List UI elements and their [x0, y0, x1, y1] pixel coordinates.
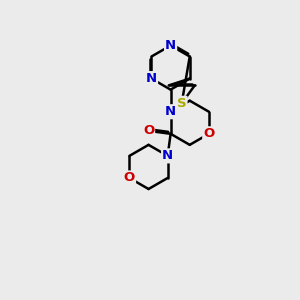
Text: O: O: [143, 124, 154, 137]
Text: N: N: [165, 105, 176, 118]
Text: N: N: [165, 39, 176, 52]
Text: S: S: [177, 97, 187, 110]
Text: N: N: [162, 149, 173, 162]
Text: O: O: [124, 172, 135, 184]
Text: N: N: [146, 72, 157, 85]
Text: O: O: [203, 127, 214, 140]
